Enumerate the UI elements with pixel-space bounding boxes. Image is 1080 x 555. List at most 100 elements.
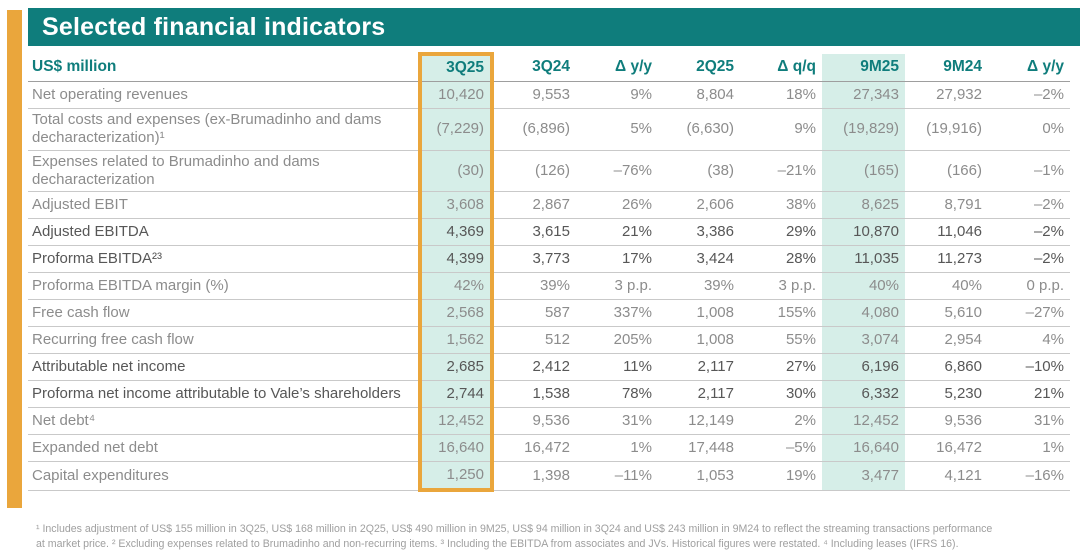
table-row: Recurring free cash flow 1,562 512 205% 1,00…	[28, 326, 1070, 354]
table-row: Net debt⁴ 12,452 9,536 31% 12,149 2% 12,452 9,5…	[28, 407, 1070, 435]
table-cell: 1%	[576, 434, 658, 462]
table-cell: 12,452	[418, 407, 494, 435]
column-header-delta-yy-2: Δ y/y	[988, 54, 1070, 82]
table-cell: 337%	[576, 299, 658, 327]
table-cell: 9%	[576, 81, 658, 109]
page-title: Selected financial indicators	[28, 8, 1080, 46]
table-body: Net operating revenues 10,420 9,553 9% 8,804…	[28, 81, 1070, 493]
table-cell: 10,870	[822, 218, 905, 246]
table-cell: 27,932	[905, 81, 988, 109]
table-cell: 2,568	[418, 299, 494, 327]
table-row: Expanded net debt 16,640 16,472 1% 17,448 –5%…	[28, 434, 1070, 462]
table-cell: 2,867	[492, 191, 576, 219]
row-label: Proforma EBITDA margin (%)	[28, 272, 420, 300]
table-cell: 3,386	[658, 218, 740, 246]
table-cell: (19,916)	[905, 108, 988, 151]
table-cell: 12,149	[658, 407, 740, 435]
table-cell: (7,229)	[418, 108, 494, 151]
table-cell: 40%	[905, 272, 988, 300]
table-cell: 2,954	[905, 326, 988, 354]
table-cell: 3 p.p.	[576, 272, 658, 300]
table-cell: 27%	[740, 353, 822, 381]
table-cell: 9,553	[492, 81, 576, 109]
row-label: Expanded net debt	[28, 434, 420, 462]
column-header-unit: US$ million	[28, 54, 420, 82]
table-cell: 2%	[740, 407, 822, 435]
table-cell: 2,117	[658, 380, 740, 408]
table-cell: –16%	[988, 461, 1070, 491]
table-cell: 39%	[658, 272, 740, 300]
table-cell: 1,250	[418, 461, 494, 493]
row-label: Expenses related to Brumadinho and dams …	[28, 149, 420, 192]
table-cell: –2%	[988, 245, 1070, 273]
table-row: Attributable net income 2,685 2,412 11% 2,11…	[28, 353, 1070, 381]
table-cell: 4,369	[418, 218, 494, 246]
column-header-9m24: 9M24	[905, 54, 988, 82]
table-cell: (6,630)	[658, 108, 740, 151]
table-cell: 9,536	[492, 407, 576, 435]
table-cell: –2%	[988, 218, 1070, 246]
table-cell: 1,008	[658, 326, 740, 354]
table-cell: (6,896)	[492, 108, 576, 151]
table-cell: 26%	[576, 191, 658, 219]
table-cell: 8,791	[905, 191, 988, 219]
table-cell: 18%	[740, 81, 822, 109]
table-row: Proforma net income attributable to Vale…	[28, 380, 1070, 408]
table-cell: 0 p.p.	[988, 272, 1070, 300]
table-cell: 39%	[492, 272, 576, 300]
table-cell: –2%	[988, 191, 1070, 219]
table-cell: 31%	[576, 407, 658, 435]
table-cell: 205%	[576, 326, 658, 354]
table-cell: 3,424	[658, 245, 740, 273]
table-cell: 16,472	[492, 434, 576, 462]
table-cell: 4,121	[905, 461, 988, 491]
table-cell: 9%	[740, 108, 822, 151]
table-cell: 16,640	[418, 434, 494, 462]
column-header-delta-yy-1: Δ y/y	[576, 54, 658, 82]
row-label: Net debt⁴	[28, 407, 420, 435]
table-cell: 1%	[988, 434, 1070, 462]
table-cell: 3 p.p.	[740, 272, 822, 300]
table-cell: 3,608	[418, 191, 494, 219]
table-cell: 1,538	[492, 380, 576, 408]
table-row: Proforma EBITDA margin (%) 42% 39% 3 p.p. 39…	[28, 272, 1070, 300]
footnote-line: ¹ Includes adjustment of US$ 155 million…	[36, 523, 993, 535]
column-header-2q25: 2Q25	[658, 54, 740, 82]
table-cell: 16,640	[822, 434, 905, 462]
table-cell: 27,343	[822, 81, 905, 109]
table-cell: 11,273	[905, 245, 988, 273]
table-cell: 28%	[740, 245, 822, 273]
table-cell: 21%	[576, 218, 658, 246]
table-cell: 1,008	[658, 299, 740, 327]
table-cell: 1,562	[418, 326, 494, 354]
table-cell: 38%	[740, 191, 822, 219]
table-cell: (166)	[905, 149, 988, 192]
table-cell: 40%	[822, 272, 905, 300]
table-cell: (38)	[658, 149, 740, 192]
table-cell: 1,398	[492, 461, 576, 491]
row-label: Attributable net income	[28, 353, 420, 381]
row-label: Recurring free cash flow	[28, 326, 420, 354]
table-cell: 11%	[576, 353, 658, 381]
table-row: Expenses related to Brumadinho and dams …	[28, 149, 1070, 192]
column-header-3q25: 3Q25	[418, 52, 494, 82]
table-cell: (126)	[492, 149, 576, 192]
table-cell: 4%	[988, 326, 1070, 354]
table-cell: 6,332	[822, 380, 905, 408]
row-label: Free cash flow	[28, 299, 420, 327]
table-cell: 5%	[576, 108, 658, 151]
table-cell: 8,804	[658, 81, 740, 109]
table-cell: 29%	[740, 218, 822, 246]
table-cell: 2,744	[418, 380, 494, 408]
table-cell: 11,035	[822, 245, 905, 273]
table-cell: 2,412	[492, 353, 576, 381]
table-cell: 31%	[988, 407, 1070, 435]
table-cell: 3,074	[822, 326, 905, 354]
table-row: Capital expenditures 1,250 1,398 –11% 1,053 1…	[28, 461, 1070, 493]
table-cell: –10%	[988, 353, 1070, 381]
footnotes: ¹ Includes adjustment of US$ 155 million…	[36, 522, 1080, 553]
table-cell: –2%	[988, 81, 1070, 109]
table-cell: 3,773	[492, 245, 576, 273]
table-cell: 155%	[740, 299, 822, 327]
table-header-row: US$ million 3Q25 3Q24 Δ y/y 2Q25 Δ q/q 9…	[28, 52, 1070, 82]
